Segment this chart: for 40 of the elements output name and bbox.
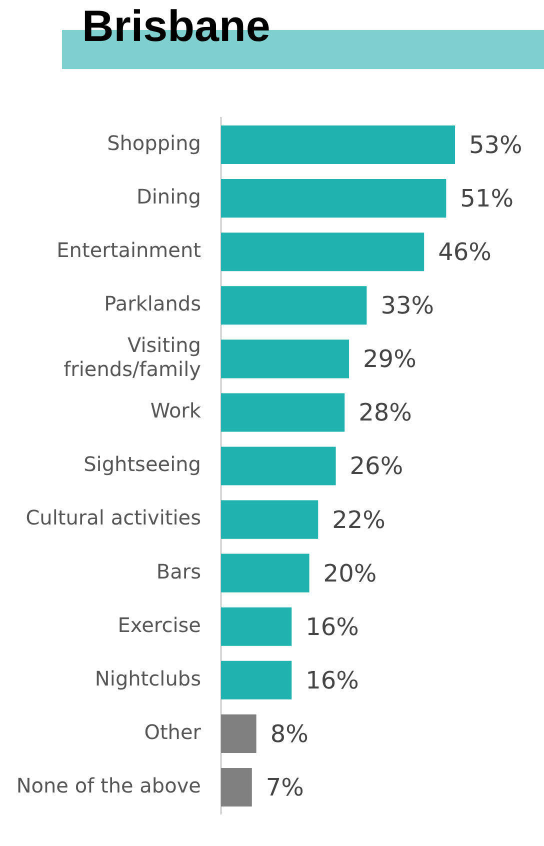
data-label: 46% (438, 238, 492, 266)
bar (221, 340, 350, 378)
y-tick-label: Sightseeing (84, 452, 201, 476)
bar (221, 179, 446, 218)
data-label: 20% (323, 559, 377, 588)
y-tick-label: Shopping (107, 130, 201, 155)
data-label: 51% (460, 184, 514, 213)
bar (221, 125, 455, 164)
bar (221, 714, 256, 753)
bar (221, 554, 310, 592)
data-label: 26% (350, 452, 404, 480)
data-label: 7% (266, 773, 304, 802)
y-tick-label: Bars (156, 559, 201, 584)
data-label: 33% (380, 292, 434, 320)
data-label: 28% (358, 398, 412, 427)
bar (221, 500, 318, 539)
bar (221, 232, 424, 272)
bar (221, 393, 345, 432)
y-tick-label: Dining (136, 184, 201, 209)
y-tick-label: None of the above (16, 773, 201, 798)
bar (221, 660, 292, 700)
y-tick-label: Other (144, 720, 202, 744)
y-tick-label: Work (150, 398, 202, 423)
y-tick-label: Visiting friends/family (64, 333, 202, 382)
y-tick-label: Parklands (104, 292, 201, 316)
bar (221, 607, 292, 646)
bar (221, 446, 336, 486)
data-label: 16% (306, 666, 359, 694)
data-label: 8% (270, 720, 308, 748)
y-tick-label: Cultural activities (26, 506, 201, 530)
data-label: 29% (363, 345, 416, 374)
y-tick-label: Entertainment (56, 238, 202, 262)
data-label: 53% (469, 131, 522, 160)
bar (221, 286, 367, 325)
y-tick-label: Nightclubs (94, 666, 201, 690)
data-label: 16% (306, 612, 359, 641)
bar (221, 768, 252, 807)
data-label: 22% (332, 506, 386, 534)
chart-title: Brisbane (82, 2, 270, 52)
y-tick-label: Exercise (118, 612, 201, 637)
